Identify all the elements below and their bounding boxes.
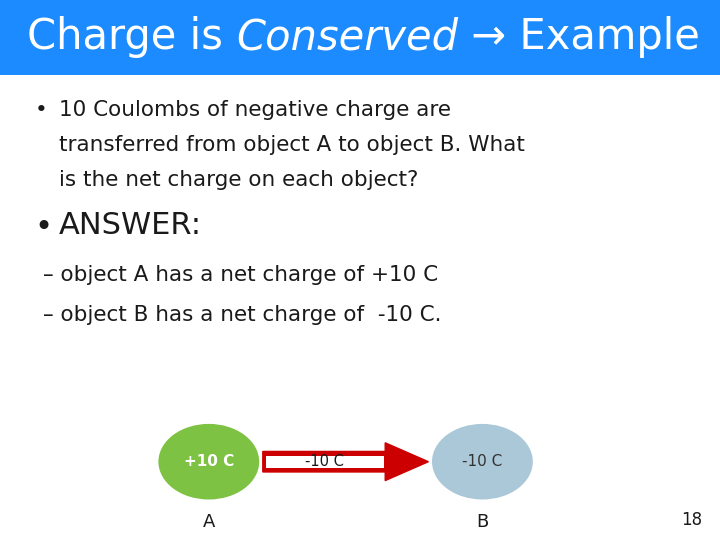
Text: B: B	[476, 513, 489, 531]
Text: •: •	[35, 100, 48, 120]
Ellipse shape	[158, 424, 259, 500]
Text: – object B has a net charge of  -10 C.: – object B has a net charge of -10 C.	[43, 305, 441, 325]
Text: transferred from object A to object B. What: transferred from object A to object B. W…	[59, 135, 525, 155]
Text: -10 C: -10 C	[462, 454, 503, 469]
FancyArrow shape	[266, 456, 384, 468]
Text: Charge is: Charge is	[27, 16, 236, 58]
Ellipse shape	[432, 424, 533, 500]
Text: 10 Coulombs of negative charge are: 10 Coulombs of negative charge are	[59, 100, 451, 120]
Text: ANSWER:: ANSWER:	[59, 211, 202, 240]
Text: – object A has a net charge of +10 C: – object A has a net charge of +10 C	[43, 265, 438, 285]
Text: -10 C: -10 C	[305, 454, 343, 469]
Text: A: A	[202, 513, 215, 531]
Text: Conserved: Conserved	[236, 16, 459, 58]
FancyArrow shape	[263, 443, 428, 481]
Text: 18: 18	[681, 511, 702, 529]
Text: •: •	[35, 213, 53, 242]
Text: +10 C: +10 C	[184, 454, 234, 469]
Text: → Example: → Example	[459, 16, 701, 58]
Text: is the net charge on each object?: is the net charge on each object?	[59, 170, 418, 190]
